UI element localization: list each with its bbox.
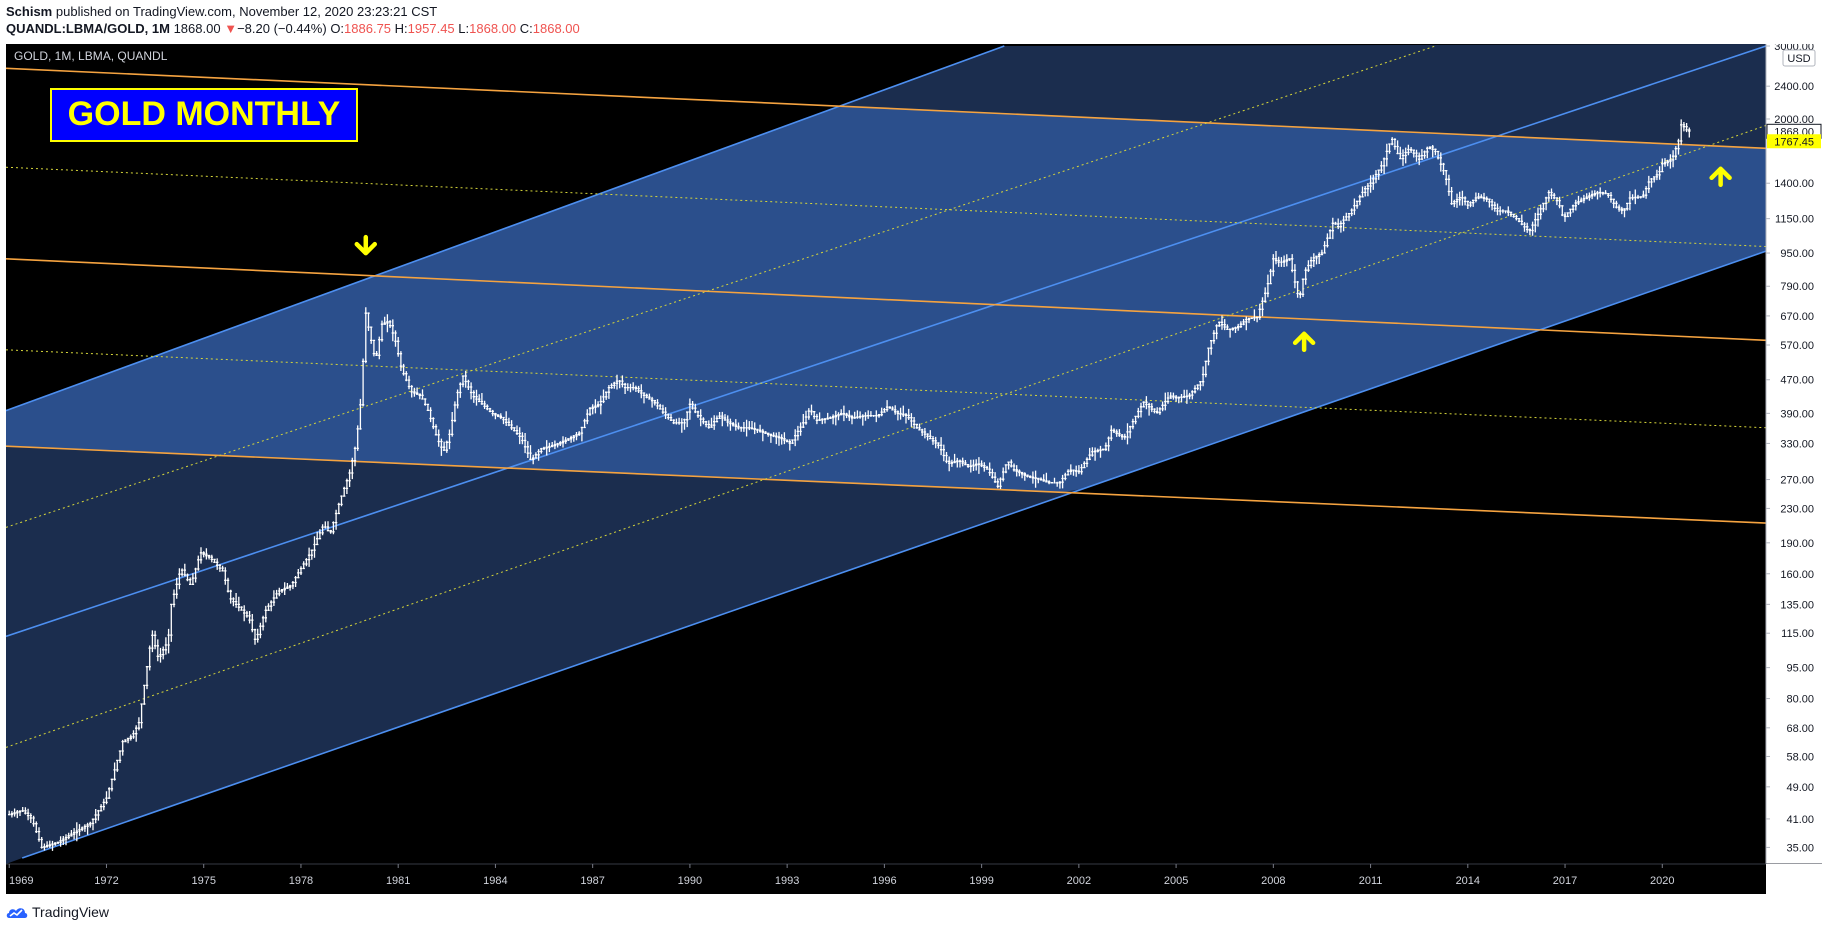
arrow-up-icon-1 <box>1292 331 1316 353</box>
y-tick-label: 2400.00 <box>1774 81 1814 93</box>
symbol-label: QUANDL:LBMA/GOLD, 1M <box>6 21 170 36</box>
y-tick-label: 1400.00 <box>1774 178 1814 190</box>
x-tick-label: 1978 <box>289 875 313 887</box>
gold-monthly-label: GOLD MONTHLY <box>50 88 358 142</box>
x-tick-label: 1996 <box>872 875 896 887</box>
close-label: C: <box>519 21 533 36</box>
y-tick-label: 160.00 <box>1780 569 1814 581</box>
y-tick-label: 330.00 <box>1780 438 1814 450</box>
y-tick-label: 570.00 <box>1780 340 1814 352</box>
y-tick-label: 135.00 <box>1780 599 1814 611</box>
dotted-rising-line-9 <box>6 124 1767 748</box>
author-name[interactable]: Schism <box>6 4 53 19</box>
x-tick-label: 1984 <box>483 875 507 887</box>
x-tick-label: 1969 <box>9 875 33 887</box>
x-tick-label: 1999 <box>969 875 993 887</box>
channel-lower-line-2 <box>21 250 1767 859</box>
arrow-up-icon-2 <box>1709 166 1732 188</box>
last-price: 1868.00 <box>173 21 221 36</box>
high-label: H: <box>394 21 408 36</box>
y-tick-label: 230.00 <box>1780 503 1814 515</box>
down-triangle-icon: ▼ <box>224 21 238 36</box>
y-tick-label: 190.00 <box>1780 538 1814 550</box>
arrow-down-icon-0 <box>354 234 378 256</box>
tradingview-logo-icon <box>6 908 28 918</box>
footer-brand[interactable]: TradingView <box>6 902 109 922</box>
y-tick-label: 270.00 <box>1780 475 1814 487</box>
legend-text: GOLD, 1M, LBMA, QUANDL <box>14 49 168 63</box>
open-value: 1886.75 <box>344 21 392 36</box>
open-label: O: <box>330 21 345 36</box>
x-tick-label: 1981 <box>386 875 410 887</box>
y-tick-label: 49.00 <box>1786 782 1814 794</box>
price-label-box <box>1767 134 1821 149</box>
resistance-line-4 <box>6 258 1767 342</box>
x-tick-label: 2002 <box>1067 875 1091 887</box>
x-tick-label: 1987 <box>580 875 604 887</box>
x-tick-label: 1993 <box>775 875 799 887</box>
brand-text: TradingView <box>32 904 110 920</box>
publish-info: Schism published on TradingView.com, Nov… <box>6 4 437 19</box>
resistance-line-5 <box>6 445 1767 524</box>
y-tick-label: 390.00 <box>1780 408 1814 420</box>
x-tick-label: 1975 <box>191 875 215 887</box>
ohlc-bar: QUANDL:LBMA/GOLD, 1M 1868.00 ▼−8.20 (−0.… <box>6 21 580 36</box>
price-label-text: 1767.45 <box>1774 136 1814 148</box>
y-tick-label: 2000.00 <box>1774 114 1814 126</box>
time-axis[interactable] <box>6 864 1822 894</box>
y-tick-label: 80.00 <box>1786 694 1814 706</box>
dotted-line-6 <box>6 166 1767 248</box>
y-tick-label: 95.00 <box>1786 663 1814 675</box>
change-text: −8.20 (−0.44%) <box>237 21 327 36</box>
y-tick-label: 115.00 <box>1781 628 1814 640</box>
y-tick-label: 950.00 <box>1780 248 1814 260</box>
y-tick-label: 790.00 <box>1780 281 1814 293</box>
time-axis-ticks: 1969 1972 1975 1978 1981 1984 1987 1990 1993 1996… <box>8 864 1675 887</box>
candle-wicks <box>8 119 1691 851</box>
unit-box: USD <box>1782 49 1816 67</box>
dotted-rising-line-8 <box>6 45 1436 528</box>
dotted-line-7 <box>6 349 1767 429</box>
channel-middle-line-1 <box>6 45 1767 638</box>
y-tick-label: 41.00 <box>1786 814 1814 826</box>
x-tick-label: 1990 <box>678 875 702 887</box>
x-tick-label: 2014 <box>1456 875 1480 887</box>
unit-label: USD <box>1787 53 1810 65</box>
x-tick-label: 1972 <box>94 875 118 887</box>
x-tick-label: 2008 <box>1261 875 1285 887</box>
price-axis-ticks: 3000.00 2400.00 2000.00 1400.00 1150.00 950.0… <box>1766 44 1814 854</box>
x-tick-label: 2011 <box>1359 875 1383 887</box>
price-chart[interactable]: GOLD, 1M, LBMA, QUANDL GOLD MONTHLY 3000… <box>6 44 1822 894</box>
axis-corner <box>1766 864 1822 894</box>
y-tick-label: 68.00 <box>1786 723 1814 735</box>
y-tick-label: 58.00 <box>1786 751 1814 763</box>
x-tick-label: 2005 <box>1164 875 1188 887</box>
resistance-line-3 <box>6 67 1767 150</box>
trend-lines <box>6 45 1767 859</box>
low-value: 1868.00 <box>469 21 517 36</box>
arrows <box>354 166 1732 353</box>
y-tick-label: 1150.00 <box>1775 214 1814 226</box>
chart-area[interactable]: GOLD, 1M, LBMA, QUANDL GOLD MONTHLY 3000… <box>6 44 1822 894</box>
y-tick-label: 470.00 <box>1780 375 1814 387</box>
low-label: L: <box>458 21 470 36</box>
price-axis[interactable] <box>1766 44 1822 894</box>
x-tick-label: 2020 <box>1650 875 1674 887</box>
label-text: GOLD MONTHLY <box>68 95 341 133</box>
y-tick-label: 670.00 <box>1780 311 1814 323</box>
y-tick-label: 3000.00 <box>1774 44 1814 53</box>
candles <box>8 119 1691 851</box>
y-tick-label: 35.00 <box>1786 842 1814 854</box>
high-value: 1957.45 <box>407 21 455 36</box>
x-tick-label: 2017 <box>1553 875 1577 887</box>
close-value: 1868.00 <box>532 21 580 36</box>
published-text: published on TradingView.com, November 1… <box>55 4 438 19</box>
